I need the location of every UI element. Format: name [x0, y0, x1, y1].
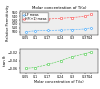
X-axis label: Molar concentration of Ti(x): Molar concentration of Ti(x) [34, 80, 84, 84]
HF(+1) meas [25, 20, 26, 21]
HF(+1) meas [90, 14, 91, 15]
LF meas [90, 27, 91, 28]
Line: HF(+1) meas: HF(+1) meas [25, 14, 92, 21]
Legend: LF meas, HF(+1) meas: LF meas, HF(+1) meas [22, 12, 48, 22]
HF(+1) meas [47, 19, 48, 20]
Y-axis label: tan δ: tan δ [3, 56, 7, 66]
LF meas [47, 30, 48, 31]
Line: LF meas: LF meas [25, 27, 92, 33]
Title: Molar concentration of Ti(x): Molar concentration of Ti(x) [32, 6, 86, 10]
LF meas [34, 30, 36, 31]
HF(+1) meas [84, 16, 86, 17]
LF meas [71, 29, 73, 30]
HF(+1) meas [34, 19, 36, 20]
LF meas [60, 30, 62, 31]
HF(+1) meas [71, 17, 73, 18]
HF(+1) meas [60, 18, 62, 19]
LF meas [25, 31, 26, 32]
LF meas [84, 28, 86, 29]
Y-axis label: Relative Permittivity: Relative Permittivity [6, 4, 10, 41]
